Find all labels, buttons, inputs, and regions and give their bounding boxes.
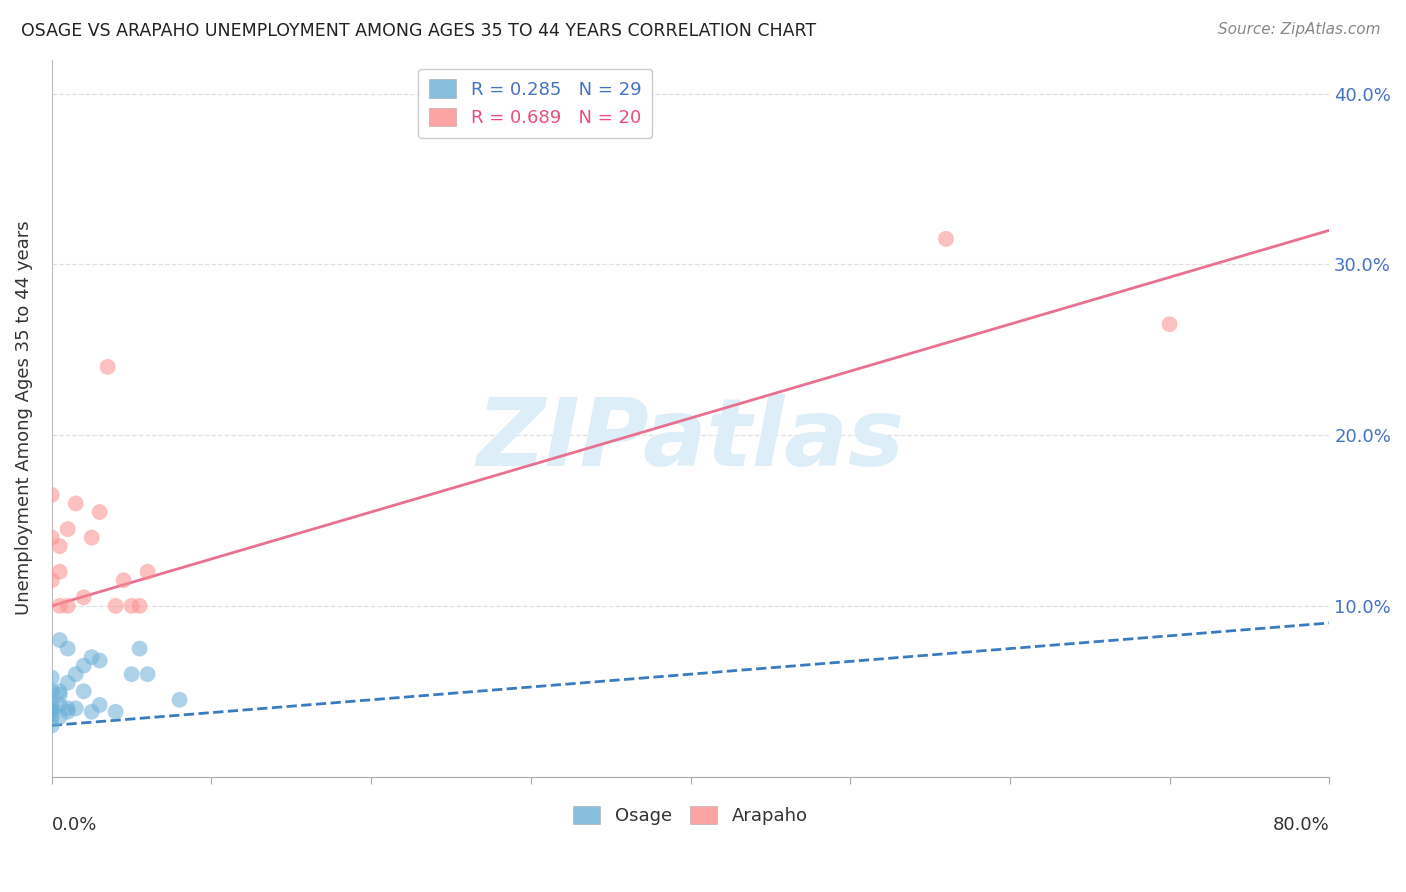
Text: 0.0%: 0.0% xyxy=(52,816,97,834)
Point xyxy=(41,488,63,502)
Point xyxy=(41,705,63,719)
Text: OSAGE VS ARAPAHO UNEMPLOYMENT AMONG AGES 35 TO 44 YEARS CORRELATION CHART: OSAGE VS ARAPAHO UNEMPLOYMENT AMONG AGES… xyxy=(21,22,817,40)
Point xyxy=(80,705,103,719)
Point xyxy=(73,658,96,673)
Point xyxy=(1159,317,1181,331)
Point xyxy=(65,496,87,510)
Point xyxy=(935,232,957,246)
Point xyxy=(48,710,70,724)
Point xyxy=(80,531,103,545)
Point xyxy=(41,684,63,698)
Point xyxy=(56,705,79,719)
Text: ZIPatlas: ZIPatlas xyxy=(477,393,904,485)
Point xyxy=(89,505,111,519)
Legend: Osage, Arapaho: Osage, Arapaho xyxy=(567,798,815,832)
Point xyxy=(128,641,150,656)
Point xyxy=(97,359,120,374)
Point xyxy=(41,698,63,712)
Point xyxy=(112,574,135,588)
Point xyxy=(73,591,96,605)
Point xyxy=(41,531,63,545)
Point xyxy=(104,705,127,719)
Point xyxy=(48,633,70,648)
Point xyxy=(48,688,70,702)
Point xyxy=(48,599,70,613)
Point xyxy=(41,671,63,685)
Point xyxy=(65,701,87,715)
Text: 80.0%: 80.0% xyxy=(1272,816,1329,834)
Point xyxy=(56,599,79,613)
Point xyxy=(169,693,191,707)
Point xyxy=(136,565,159,579)
Point xyxy=(48,565,70,579)
Point xyxy=(65,667,87,681)
Point xyxy=(80,650,103,665)
Point xyxy=(89,654,111,668)
Point xyxy=(121,667,143,681)
Point xyxy=(104,599,127,613)
Point xyxy=(48,698,70,712)
Point xyxy=(41,574,63,588)
Y-axis label: Unemployment Among Ages 35 to 44 years: Unemployment Among Ages 35 to 44 years xyxy=(15,221,32,615)
Point xyxy=(48,539,70,553)
Text: Source: ZipAtlas.com: Source: ZipAtlas.com xyxy=(1218,22,1381,37)
Point xyxy=(121,599,143,613)
Point xyxy=(56,641,79,656)
Point xyxy=(73,684,96,698)
Point xyxy=(48,684,70,698)
Point xyxy=(56,675,79,690)
Point xyxy=(41,718,63,732)
Point xyxy=(56,701,79,715)
Point xyxy=(56,522,79,536)
Point xyxy=(136,667,159,681)
Point xyxy=(41,710,63,724)
Point xyxy=(41,701,63,715)
Point xyxy=(128,599,150,613)
Point xyxy=(89,698,111,712)
